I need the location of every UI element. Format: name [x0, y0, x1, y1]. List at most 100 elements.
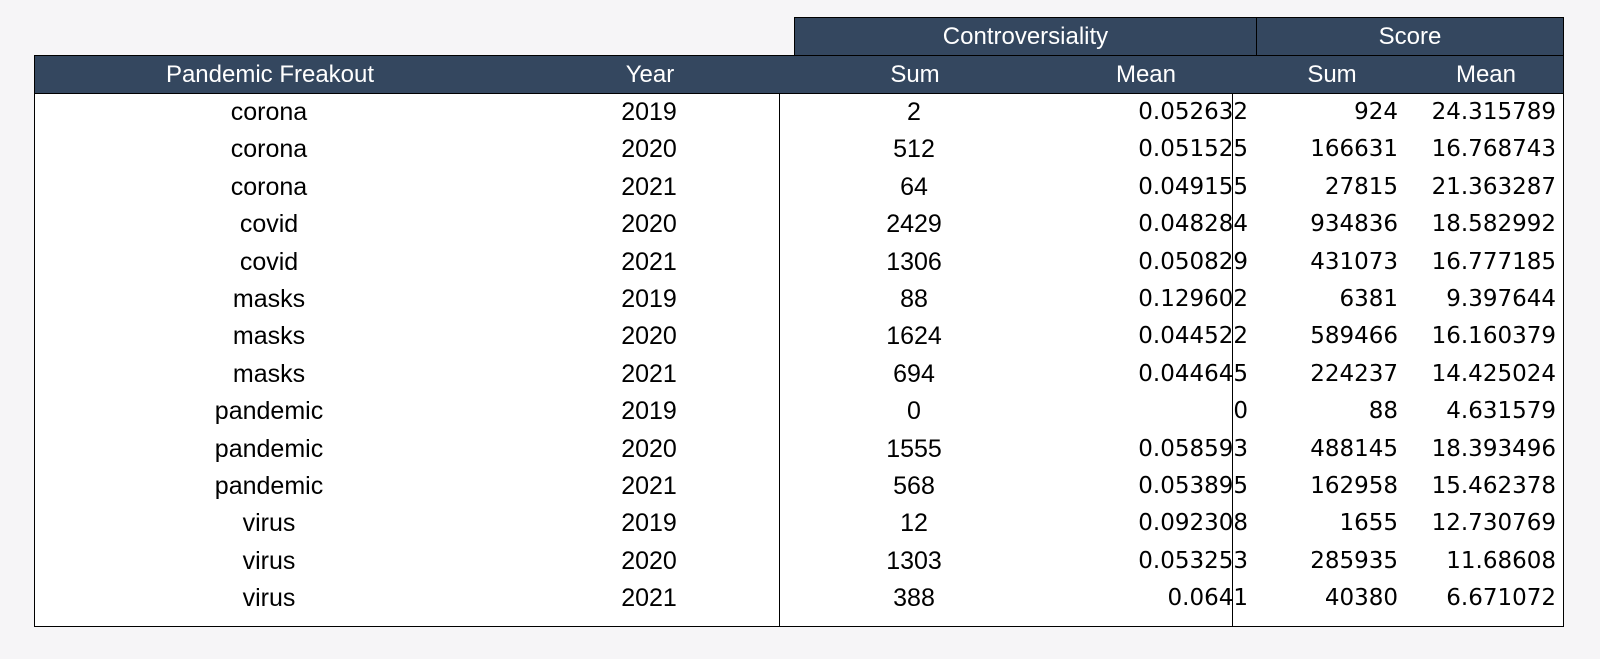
cell-topic: masks	[232, 322, 306, 351]
cell-controv-mean: 0.044522	[1138, 323, 1248, 350]
cell-controv-sum: 64	[900, 172, 928, 201]
cell-controv-sum: 1555	[886, 434, 942, 463]
table-row: covid 2021 1306 0.050829 431073 16.777185	[34, 244, 1564, 281]
cell-year: 2020	[621, 135, 677, 164]
cell-score-mean: 15.462378	[1431, 473, 1556, 499]
table-row: covid 2020 2429 0.048284 934836 18.582992	[34, 206, 1564, 243]
cell-year: 2020	[621, 434, 677, 463]
cell-topic: pandemic	[214, 397, 324, 426]
cell-controv-mean: 0.058593	[1138, 435, 1248, 462]
cell-year: 2020	[621, 546, 677, 575]
cell-topic: pandemic	[214, 434, 324, 463]
table-row: masks 2021 694 0.044645 224237 14.425024	[34, 356, 1564, 393]
cell-controv-sum: 512	[893, 135, 935, 164]
cell-score-mean: 4.631579	[1446, 398, 1556, 425]
cell-controv-sum: 2429	[886, 210, 942, 239]
table-row: corona 2021 64 0.049155 27815 21.363287	[34, 169, 1564, 206]
cell-year: 2019	[621, 98, 677, 126]
cell-controv-sum: 12	[900, 509, 928, 538]
cell-topic: masks	[232, 285, 306, 313]
cell-score-mean: 16.160379	[1431, 323, 1556, 350]
cell-topic: covid	[239, 210, 299, 239]
cell-score-mean: 11.68608	[1446, 547, 1556, 574]
cell-score-sum: 224237	[1310, 360, 1398, 387]
cell-topic: covid	[239, 247, 299, 276]
cell-controv-sum: 1624	[886, 322, 942, 351]
column-header-score-sum: Sum	[1307, 61, 1357, 88]
group-header-score: Score	[1256, 17, 1564, 55]
cell-controv-mean: 0.129602	[1138, 286, 1248, 312]
cell-topic: corona	[230, 98, 308, 126]
cell-topic: virus	[242, 584, 296, 613]
cell-controv-mean: 0.053895	[1138, 473, 1248, 499]
cell-year: 2021	[621, 247, 677, 276]
cell-score-sum: 40380	[1324, 585, 1398, 612]
cell-year: 2021	[621, 172, 677, 201]
column-divider-controversiality	[1232, 94, 1233, 626]
table-row: pandemic 2019 0 0 88 4.631579	[34, 393, 1564, 430]
cell-controv-sum: 1303	[886, 546, 942, 575]
cell-controv-sum: 568	[893, 472, 935, 500]
cell-controv-mean: 0.050829	[1138, 248, 1248, 275]
table-row: masks 2019 88 0.129602 6381 9.397644	[34, 281, 1564, 318]
cell-score-sum: 488145	[1310, 435, 1398, 462]
table-row: virus 2019 12 0.092308 1655 12.730769	[34, 505, 1564, 542]
data-table: Controversiality Score Pandemic Freakout…	[34, 17, 1564, 627]
cell-year: 2019	[621, 509, 677, 538]
cell-score-sum: 285935	[1310, 547, 1398, 574]
cell-score-mean: 24.315789	[1431, 99, 1556, 125]
cell-score-sum: 166631	[1310, 136, 1398, 163]
table-row: pandemic 2020 1555 0.058593 488145 18.393496	[34, 431, 1564, 468]
table-row: virus 2021 388 0.0641 40380 6.671072	[34, 580, 1564, 617]
cell-year: 2021	[621, 359, 677, 388]
column-header-year: Year	[625, 61, 675, 88]
group-header-controversiality: Controversiality	[794, 17, 1256, 55]
column-divider-year	[779, 94, 780, 626]
cell-year: 2021	[621, 472, 677, 500]
cell-score-sum: 924	[1354, 99, 1398, 125]
column-header-controv-sum: Sum	[890, 61, 940, 88]
table-row: pandemic 2021 568 0.053895 162958 15.462378	[34, 468, 1564, 505]
cell-controv-mean: 0.052632	[1138, 99, 1248, 125]
cell-topic: masks	[232, 359, 306, 388]
cell-topic: corona	[230, 172, 308, 201]
cell-score-mean: 9.397644	[1446, 286, 1556, 312]
cell-score-mean: 6.671072	[1446, 585, 1556, 612]
cell-score-sum: 162958	[1310, 473, 1398, 499]
cell-topic: pandemic	[214, 472, 324, 500]
cell-controv-mean: 0.048284	[1138, 211, 1248, 238]
cell-year: 2019	[621, 397, 677, 426]
cell-score-mean: 16.777185	[1431, 248, 1556, 275]
column-header-score-mean: Mean	[1455, 61, 1517, 88]
column-header-controv-mean: Mean	[1115, 61, 1177, 88]
table-row: corona 2019 2 0.052632 924 24.315789	[34, 94, 1564, 131]
cell-score-sum: 1655	[1339, 510, 1398, 537]
cell-controv-sum: 2	[907, 98, 921, 126]
cell-controv-mean: 0.092308	[1138, 510, 1248, 537]
table-body: corona 2019 2 0.052632 924 24.315789 corona 202…	[34, 93, 1564, 627]
cell-score-sum: 589466	[1310, 323, 1398, 350]
cell-score-mean: 16.768743	[1431, 136, 1556, 163]
cell-topic: corona	[230, 135, 308, 164]
cell-score-mean: 21.363287	[1431, 173, 1556, 200]
cell-score-mean: 14.425024	[1431, 360, 1556, 387]
cell-controv-sum: 1306	[886, 247, 942, 276]
cell-year: 2019	[621, 285, 677, 313]
cell-controv-mean: 0.0641	[1167, 585, 1248, 612]
cell-controv-sum: 388	[893, 584, 935, 613]
cell-year: 2020	[621, 322, 677, 351]
cell-controv-sum: 88	[900, 285, 928, 313]
cell-topic: virus	[242, 546, 296, 575]
cell-score-sum: 6381	[1339, 286, 1398, 312]
cell-score-mean: 12.730769	[1431, 510, 1556, 537]
cell-controv-mean: 0.053253	[1138, 547, 1248, 574]
cell-controv-mean: 0.051525	[1138, 136, 1248, 163]
cell-score-sum: 27815	[1324, 173, 1398, 200]
cell-controv-sum: 0	[907, 397, 921, 426]
cell-score-sum: 934836	[1310, 211, 1398, 238]
cell-year: 2020	[621, 210, 677, 239]
table-row: corona 2020 512 0.051525 166631 16.768743	[34, 131, 1564, 168]
cell-score-sum: 431073	[1310, 248, 1398, 275]
cell-topic: virus	[242, 509, 296, 538]
cell-controv-mean: 0.049155	[1138, 173, 1248, 200]
